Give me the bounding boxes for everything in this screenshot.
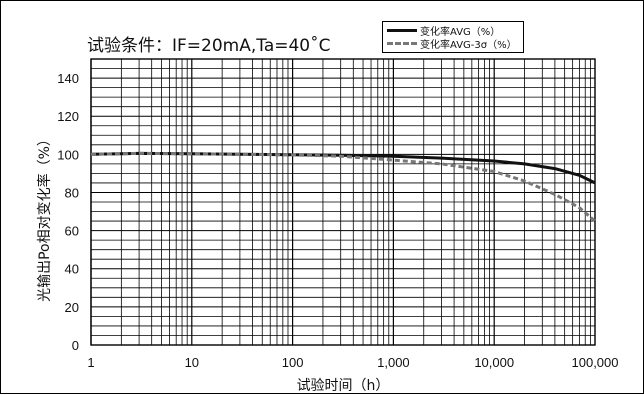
series-line-avg-3sigma <box>90 151 596 223</box>
y-tick-label: 40 <box>65 262 79 277</box>
y-tick-label: 60 <box>65 224 79 239</box>
y-axis-label: 光输出Po相对变化率（%） <box>37 132 53 302</box>
y-tick-label: 140 <box>57 71 79 86</box>
x-tick-label: 100,000 <box>572 355 619 370</box>
legend-item-avg: 变化率AVG（%） <box>387 24 501 38</box>
legend-swatch-dashed <box>387 42 417 45</box>
y-tick-label: 120 <box>57 109 79 124</box>
y-tick-label: 20 <box>65 300 79 315</box>
y-tick-label: 100 <box>57 147 79 162</box>
legend-swatch-solid <box>387 29 417 32</box>
plot-border <box>90 58 596 346</box>
legend: 变化率AVG（%） 变化率AVG-3σ（%） <box>382 21 524 53</box>
x-tick-label: 100 <box>282 355 304 370</box>
x-axis-label: 试验时间（h） <box>296 378 390 394</box>
x-tick-label: 1,000 <box>377 355 410 370</box>
y-tick-label: 0 <box>72 338 79 353</box>
legend-label-avg: 变化率AVG（%） <box>420 27 501 38</box>
x-tick-label: 1 <box>87 355 94 370</box>
legend-label-avg-3sigma: 变化率AVG-3σ（%） <box>420 40 517 51</box>
x-tick-label: 10 <box>185 355 199 370</box>
chart-title: 试验条件：IF=20mA,Ta=40˚C <box>87 36 331 56</box>
y-tick-label: 80 <box>65 185 79 200</box>
x-tick-label: 10,000 <box>474 355 514 370</box>
legend-item-avg-3sigma: 变化率AVG-3σ（%） <box>387 37 517 51</box>
